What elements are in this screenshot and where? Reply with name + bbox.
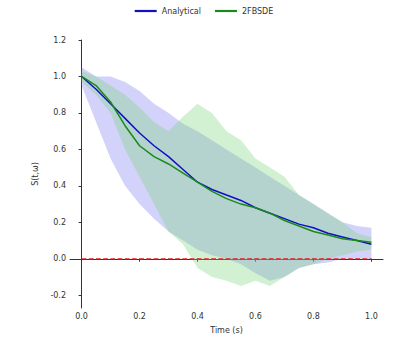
- svg-text:0.0: 0.0: [75, 312, 88, 321]
- svg-text:-0.2: -0.2: [50, 291, 66, 300]
- svg-text:Time (s): Time (s): [209, 326, 243, 335]
- svg-text:1.0: 1.0: [365, 312, 378, 321]
- svg-text:2FBSDE: 2FBSDE: [242, 7, 273, 16]
- svg-text:1.0: 1.0: [53, 72, 66, 81]
- svg-text:0.2: 0.2: [53, 218, 66, 227]
- svg-text:0.8: 0.8: [53, 108, 66, 117]
- svg-text:Analytical: Analytical: [162, 7, 201, 16]
- svg-text:0.6: 0.6: [249, 312, 262, 321]
- svg-text:0.4: 0.4: [53, 181, 66, 190]
- svg-text:0.2: 0.2: [133, 312, 146, 321]
- svg-text:0.6: 0.6: [53, 145, 66, 154]
- svg-text:0.8: 0.8: [307, 312, 320, 321]
- svg-text:0.4: 0.4: [191, 312, 204, 321]
- svg-text:0.0: 0.0: [53, 254, 66, 263]
- svg-text:S(t,ω): S(t,ω): [31, 162, 40, 186]
- svg-text:1.2: 1.2: [53, 36, 66, 45]
